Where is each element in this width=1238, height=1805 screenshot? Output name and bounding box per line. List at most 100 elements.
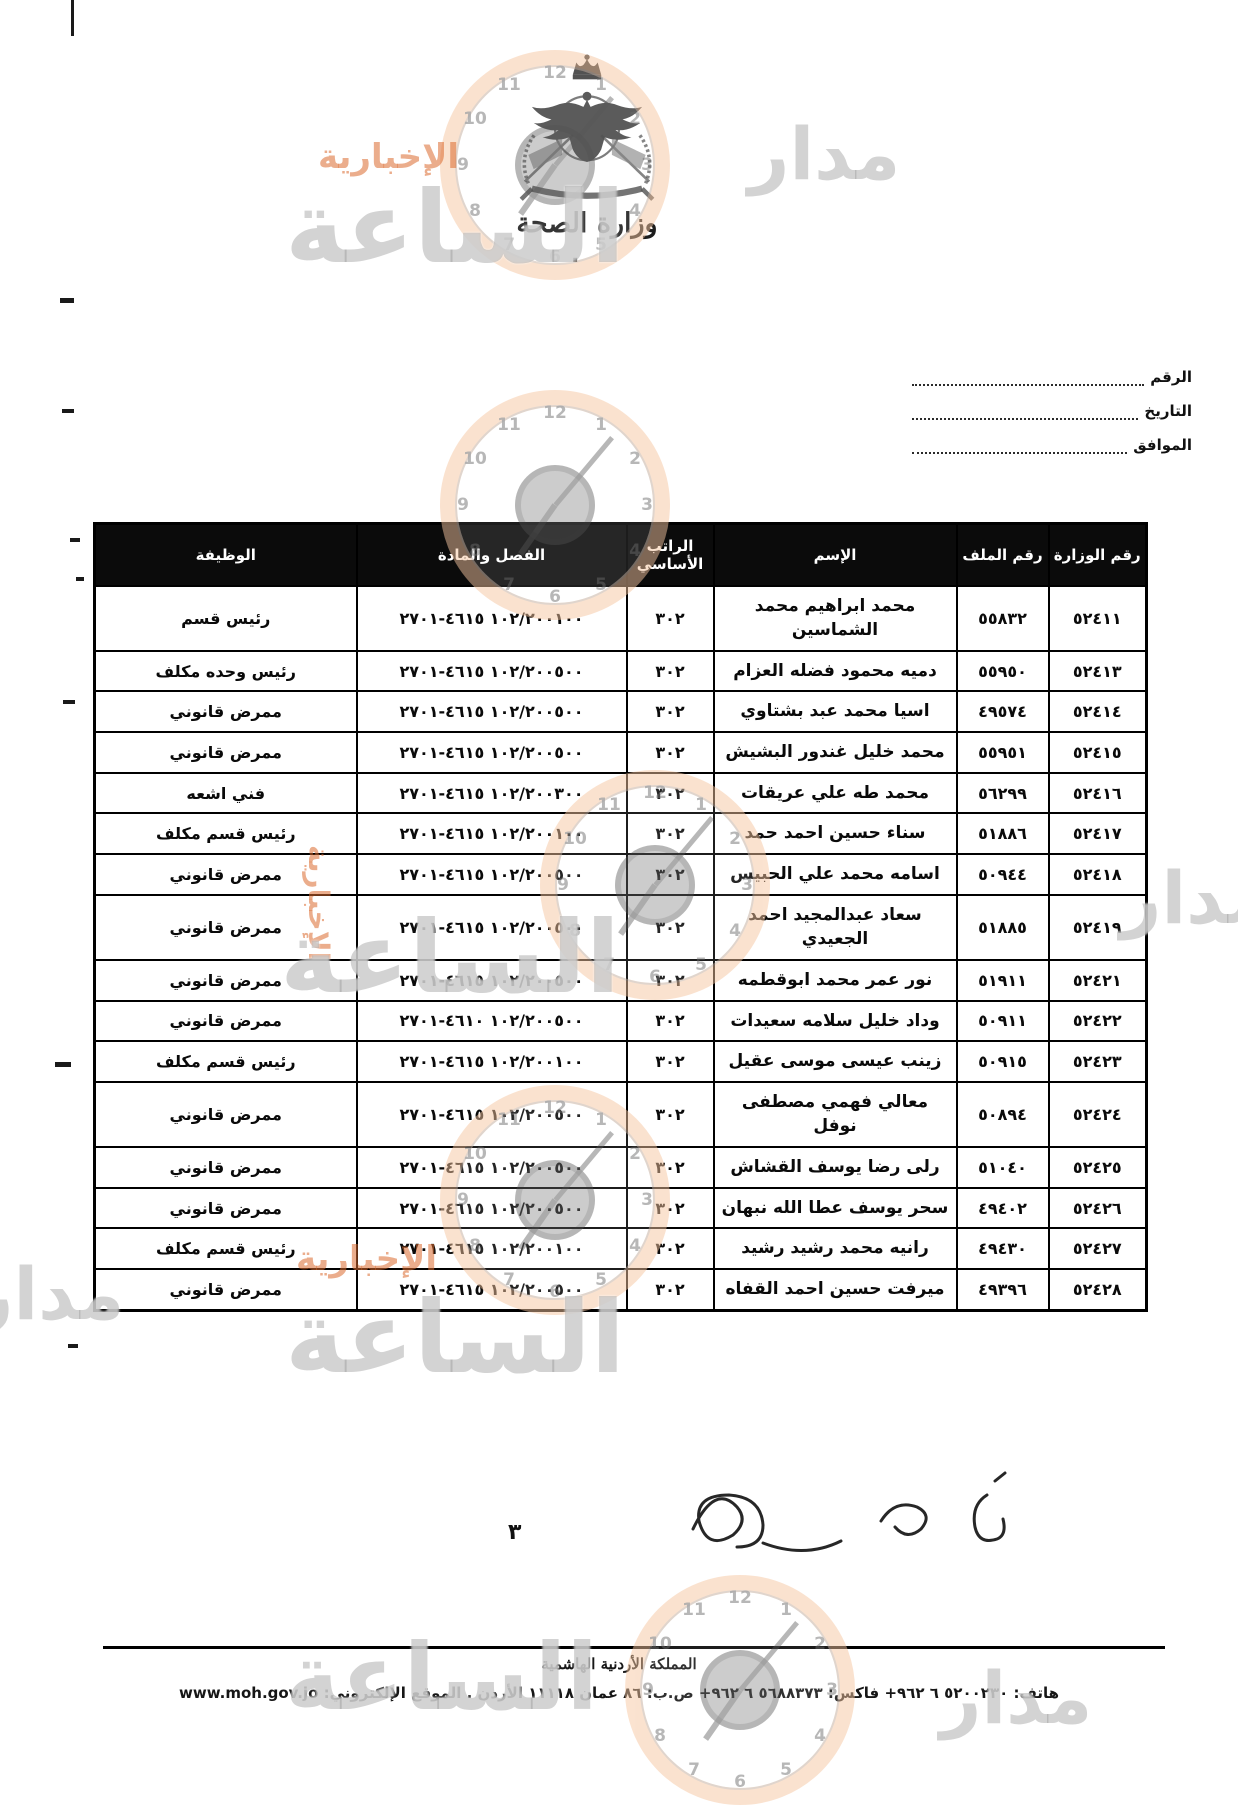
cell-employee-name: نور عمر محمد ابوقطمه <box>712 958 958 1002</box>
cell-job-title: رئيس قسم مكلف <box>93 1227 358 1271</box>
table-row: ٥٢٤١١ ٥٥٨٣٢ محمد ابراهيم محمد الشماسين ٣… <box>93 584 1148 652</box>
cell-file-number: ٤٩٤٠٢ <box>955 1186 1050 1230</box>
cell-employee-name: رانيه محمد رشيد رشيد <box>712 1227 958 1271</box>
cell-chapter-article: ١٠٢/٢٠٠١٠٠ ٤٦١٥-٢٧٠١ <box>355 1227 628 1271</box>
cell-file-number: ٥٠٨٩٤ <box>955 1080 1050 1149</box>
cell-job-title: ممرض قانوني <box>93 1268 358 1312</box>
cell-chapter-article: ١٠٢/٢٠٠٣٠٠ ٤٦١٥-٢٧٠١ <box>355 771 628 815</box>
ref-row-date: التاريخ <box>912 386 1192 420</box>
cell-basic-salary: ٣٠٢ <box>625 1040 715 1083</box>
cell-job-title: رئيس قسم مكلف <box>93 812 358 855</box>
ref-label-date: التاريخ <box>1144 402 1192 420</box>
cell-job-title: ممرض قانوني <box>93 999 358 1043</box>
cell-file-number: ٥١٠٤٠ <box>955 1146 1050 1189</box>
cell-basic-salary: ٣٠٢ <box>625 999 715 1043</box>
kingdom-name: المملكة الأردنية الهاشمية <box>541 1655 697 1673</box>
cell-basic-salary: ٣٠٢ <box>625 1186 715 1230</box>
cell-basic-salary: ٣٠٢ <box>625 731 715 774</box>
table-row: ٥٢٤٢٨ ٤٩٣٩٦ ميرفت حسين احمد القفاه ٣٠٢ ١… <box>93 1268 1148 1312</box>
table-row: ٥٢٤٢٦ ٤٩٤٠٢ سحر يوسف عطا الله نبهان ٣٠٢ … <box>93 1186 1148 1230</box>
table-row: ٥٢٤١٦ ٥٦٢٩٩ محمد طه علي عريقات ٣٠٢ ١٠٢/٢… <box>93 771 1148 815</box>
table-row: ٥٢٤١٣ ٥٥٩٥٠ دميه محمود فضله العزام ٣٠٢ ١… <box>93 649 1148 693</box>
table-row: ٥٢٤٢٥ ٥١٠٤٠ رلى رضا يوسف القشاش ٣٠٢ ١٠٢/… <box>93 1146 1148 1189</box>
cell-ministry-number: ٥٢٤٢٦ <box>1047 1186 1148 1230</box>
cell-job-title: فني اشعه <box>93 771 358 815</box>
cell-basic-salary: ٣٠٢ <box>625 771 715 815</box>
cell-ministry-number: ٥٢٤٢٨ <box>1047 1268 1148 1312</box>
cell-file-number: ٥٥٩٥٠ <box>955 649 1050 693</box>
table-row: ٥٢٤٢٣ ٥٠٩١٥ زينب عيسى موسى عقيل ٣٠٢ ١٠٢/… <box>93 1040 1148 1083</box>
cell-file-number: ٥٠٩١٥ <box>955 1040 1050 1083</box>
jordan-coat-of-arms <box>519 54 655 201</box>
cell-ministry-number: ٥٢٤١١ <box>1047 584 1148 652</box>
page-number: ٣ <box>508 1520 522 1545</box>
cell-employee-name: محمد ابراهيم محمد الشماسين <box>712 584 958 652</box>
col-header-job-title: الوظيفة <box>93 522 358 587</box>
cell-chapter-article: ١٠٢/٢٠٠٥٠٠ ٤٦١٥-٢٧٠١ <box>355 649 628 693</box>
cell-job-title: ممرض قانوني <box>93 1146 358 1189</box>
cell-file-number: ٥١٨٨٥ <box>955 893 1050 961</box>
cell-employee-name: سحر يوسف عطا الله نبهان <box>712 1186 958 1230</box>
col-header-chapter-article: الفصل والمادة <box>355 522 628 587</box>
cell-ministry-number: ٥٢٤٢٤ <box>1047 1080 1148 1149</box>
table-row: ٥٢٤٢١ ٥١٩١١ نور عمر محمد ابوقطمه ٣٠٢ ١٠٢… <box>93 958 1148 1002</box>
cell-file-number: ٥٦٢٩٩ <box>955 771 1050 815</box>
table-header-row: رقم الوزارة رقم الملف الإسم الراتب الأسا… <box>93 522 1148 587</box>
cell-basic-salary: ٣٠٢ <box>625 649 715 693</box>
cell-ministry-number: ٥٢٤١٧ <box>1047 812 1148 855</box>
cell-file-number: ٤٩٤٣٠ <box>955 1227 1050 1271</box>
table-row: ٥٢٤١٥ ٥٥٩٥١ محمد خليل غندور البشيش ٣٠٢ ١… <box>93 731 1148 774</box>
cell-employee-name: زينب عيسى موسى عقيل <box>712 1040 958 1083</box>
cell-employee-name: وداد خليل سلامه سعيدات <box>712 999 958 1043</box>
cell-chapter-article: ١٠٢/٢٠٠٥٠٠ ٤٦١٥-٢٧٠١ <box>355 852 628 896</box>
cell-employee-name: اسامه محمد علي الحبيس <box>712 852 958 896</box>
cell-file-number: ٥١٩١١ <box>955 958 1050 1002</box>
ref-label-corresponding: الموافق <box>1133 436 1192 454</box>
clock-numeral: 5 <box>780 1760 792 1780</box>
scan-mark <box>76 577 84 581</box>
scan-mark <box>60 298 74 303</box>
caption-dot: . <box>571 243 580 268</box>
cell-employee-name: سعاد عبدالمجيد احمد الجعيدي <box>712 893 958 961</box>
ref-row-number: الرقم <box>912 352 1192 386</box>
clock-numeral: 7 <box>688 1760 700 1780</box>
cell-basic-salary: ٣٠٢ <box>625 958 715 1002</box>
cell-file-number: ٥٠٩١١ <box>955 999 1050 1043</box>
cell-job-title: ممرض قانوني <box>93 1186 358 1230</box>
signature-scribbles <box>691 1471 1007 1552</box>
cell-ministry-number: ٥٢٤١٣ <box>1047 649 1148 693</box>
footer-divider <box>103 1646 1165 1649</box>
cell-employee-name: محمد طه علي عريقات <box>712 771 958 815</box>
scan-mark <box>62 409 74 413</box>
cell-basic-salary: ٣٠٢ <box>625 690 715 734</box>
ministry-name: وزارة الصحة <box>516 208 658 239</box>
cell-chapter-article: ١٠٢/٢٠٠١٠٠ ٤٦١٥-٢٧٠١ <box>355 812 628 855</box>
cell-basic-salary: ٣٠٢ <box>625 852 715 896</box>
cell-basic-salary: ٣٠٢ <box>625 893 715 961</box>
cell-basic-salary: ٣٠٢ <box>625 584 715 652</box>
cell-file-number: ٤٩٥٧٤ <box>955 690 1050 734</box>
clock-numeral: 6 <box>734 1772 746 1792</box>
cell-ministry-number: ٥٢٤٢١ <box>1047 958 1148 1002</box>
cell-job-title: ممرض قانوني <box>93 731 358 774</box>
cell-chapter-article: ١٠٢/٢٠٠٥٠٠ ٤٦١٥-٢٧٠١ <box>355 1268 628 1312</box>
col-header-basic-salary: الراتب الأساسي <box>625 522 715 587</box>
cell-chapter-article: ١٠٢/٢٠٠٥٠٠ ٤٦١٥-٢٧٠١ <box>355 1186 628 1230</box>
ref-row-corresponding: الموافق <box>912 420 1192 454</box>
cell-job-title: ممرض قانوني <box>93 690 358 734</box>
reference-fields: الرقم التاريخ الموافق <box>912 352 1192 454</box>
cell-chapter-article: ١٠٢/٢٠٠٥٠٠ ٤٦١٥-٢٧٠١ <box>355 958 628 1002</box>
cell-job-title: ممرض قانوني <box>93 1080 358 1149</box>
cell-file-number: ٥٥٨٣٢ <box>955 584 1050 652</box>
cell-employee-name: رلى رضا يوسف القشاش <box>712 1146 958 1189</box>
scan-mark <box>71 0 74 36</box>
cell-ministry-number: ٥٢٤٢٢ <box>1047 999 1148 1043</box>
cell-chapter-article: ١٠٢/٢٠٠٥٠٠ ٤٦١٥-٢٧٠١ <box>355 1080 628 1149</box>
col-header-file-number: رقم الملف <box>955 522 1050 587</box>
scan-mark <box>68 1344 78 1348</box>
cell-job-title: رئيس قسم مكلف <box>93 1040 358 1083</box>
cell-job-title: ممرض قانوني <box>93 958 358 1002</box>
cell-chapter-article: ١٠٢/٢٠٠٥٠٠ ٤٦١٠-٢٧٠١ <box>355 999 628 1043</box>
cell-chapter-article: ١٠٢/٢٠٠٥٠٠ ٤٦١٥-٢٧٠١ <box>355 690 628 734</box>
cell-basic-salary: ٣٠٢ <box>625 1227 715 1271</box>
